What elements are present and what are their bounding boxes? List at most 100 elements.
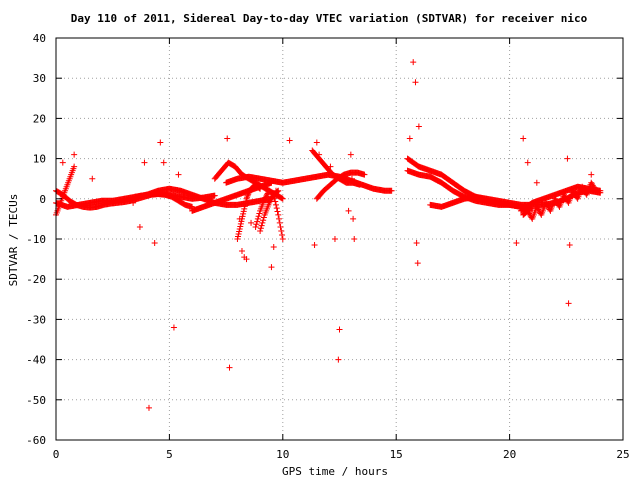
data-point [313, 139, 320, 146]
data-point [141, 159, 148, 166]
data-point [347, 151, 354, 158]
data-point [236, 228, 243, 235]
data-point [175, 171, 182, 178]
data-points [53, 59, 604, 411]
data-point [415, 123, 422, 130]
data-point [236, 215, 243, 222]
data-point [130, 199, 137, 206]
data-point [520, 135, 527, 142]
data-point [257, 225, 264, 232]
data-point [235, 230, 242, 237]
data-point [327, 163, 334, 170]
x-tick-label: 20 [503, 448, 516, 461]
y-tick-label: -10 [26, 233, 46, 246]
data-point [565, 300, 572, 307]
data-point [272, 198, 279, 205]
data-point [258, 222, 265, 229]
data-point [413, 240, 420, 247]
data-point [211, 192, 218, 199]
data-point [254, 218, 261, 225]
data-point [345, 207, 352, 214]
data-point [237, 223, 244, 230]
y-tick-label: 10 [33, 153, 46, 166]
data-point [256, 185, 263, 192]
data-point [566, 242, 573, 249]
data-point [259, 219, 266, 226]
x-tick-label: 5 [166, 448, 173, 461]
data-point [151, 240, 158, 247]
y-tick-label: -40 [26, 354, 46, 367]
data-point [406, 135, 413, 142]
data-point [279, 231, 286, 238]
data-point [348, 175, 355, 182]
data-point [278, 195, 285, 202]
data-point [336, 326, 343, 333]
data-point [564, 155, 571, 162]
y-tick-label: 20 [33, 112, 46, 125]
data-point [160, 159, 167, 166]
data-point [272, 187, 279, 194]
data-point [414, 260, 421, 267]
data-point [274, 208, 281, 215]
data-point [272, 201, 279, 208]
data-point [157, 139, 164, 146]
data-point [237, 220, 244, 227]
y-tick-label: -20 [26, 273, 46, 286]
data-point [145, 404, 152, 411]
data-point [524, 159, 531, 166]
y-tick-label: -60 [26, 434, 46, 447]
data-point [255, 213, 262, 220]
y-axis-label: SDTVAR / TECUs [7, 194, 20, 287]
data-point [275, 211, 282, 218]
data-point [270, 244, 277, 251]
data-point [350, 215, 357, 222]
data-point [234, 236, 241, 242]
data-point [253, 221, 260, 228]
y-tick-label: 0 [39, 193, 46, 206]
data-point [335, 356, 342, 363]
data-point [276, 219, 283, 226]
data-point [279, 195, 286, 202]
data-point [255, 184, 262, 191]
data-point [241, 205, 248, 212]
data-point [242, 200, 249, 207]
data-point [235, 233, 242, 240]
data-point [513, 240, 520, 247]
data-point [277, 223, 284, 230]
data-point [71, 151, 78, 158]
data-point [533, 179, 540, 186]
y-tick-label: 30 [33, 72, 46, 85]
data-point [316, 151, 323, 158]
data-point [260, 217, 267, 224]
data-point [588, 171, 595, 178]
data-point [592, 186, 599, 193]
data-point [252, 223, 259, 230]
data-point [279, 236, 286, 242]
data-point [240, 208, 247, 215]
axes: 0 5 10 15 20 25 -60 -50 -40 -30 -20 -10 0 10 20 30 40 [26, 32, 630, 461]
data-point [89, 175, 96, 182]
y-tick-label: -50 [26, 394, 46, 407]
data-point [592, 187, 599, 194]
data-point [351, 236, 358, 242]
data-point [59, 159, 66, 166]
data-point [238, 248, 245, 255]
data-point [239, 213, 246, 220]
x-tick-label: 15 [390, 448, 403, 461]
y-tick-label: -30 [26, 313, 46, 326]
data-point [257, 185, 264, 192]
y-tick-label: 40 [33, 32, 46, 45]
data-point [170, 324, 177, 331]
data-point [254, 215, 261, 222]
data-point [243, 256, 250, 263]
data-point [276, 215, 283, 222]
x-tick-label: 0 [53, 448, 60, 461]
data-point [260, 214, 267, 221]
data-point [278, 227, 285, 234]
x-tick-label: 10 [276, 448, 289, 461]
data-point [248, 219, 255, 226]
data-point [412, 79, 419, 86]
data-point [273, 205, 280, 212]
